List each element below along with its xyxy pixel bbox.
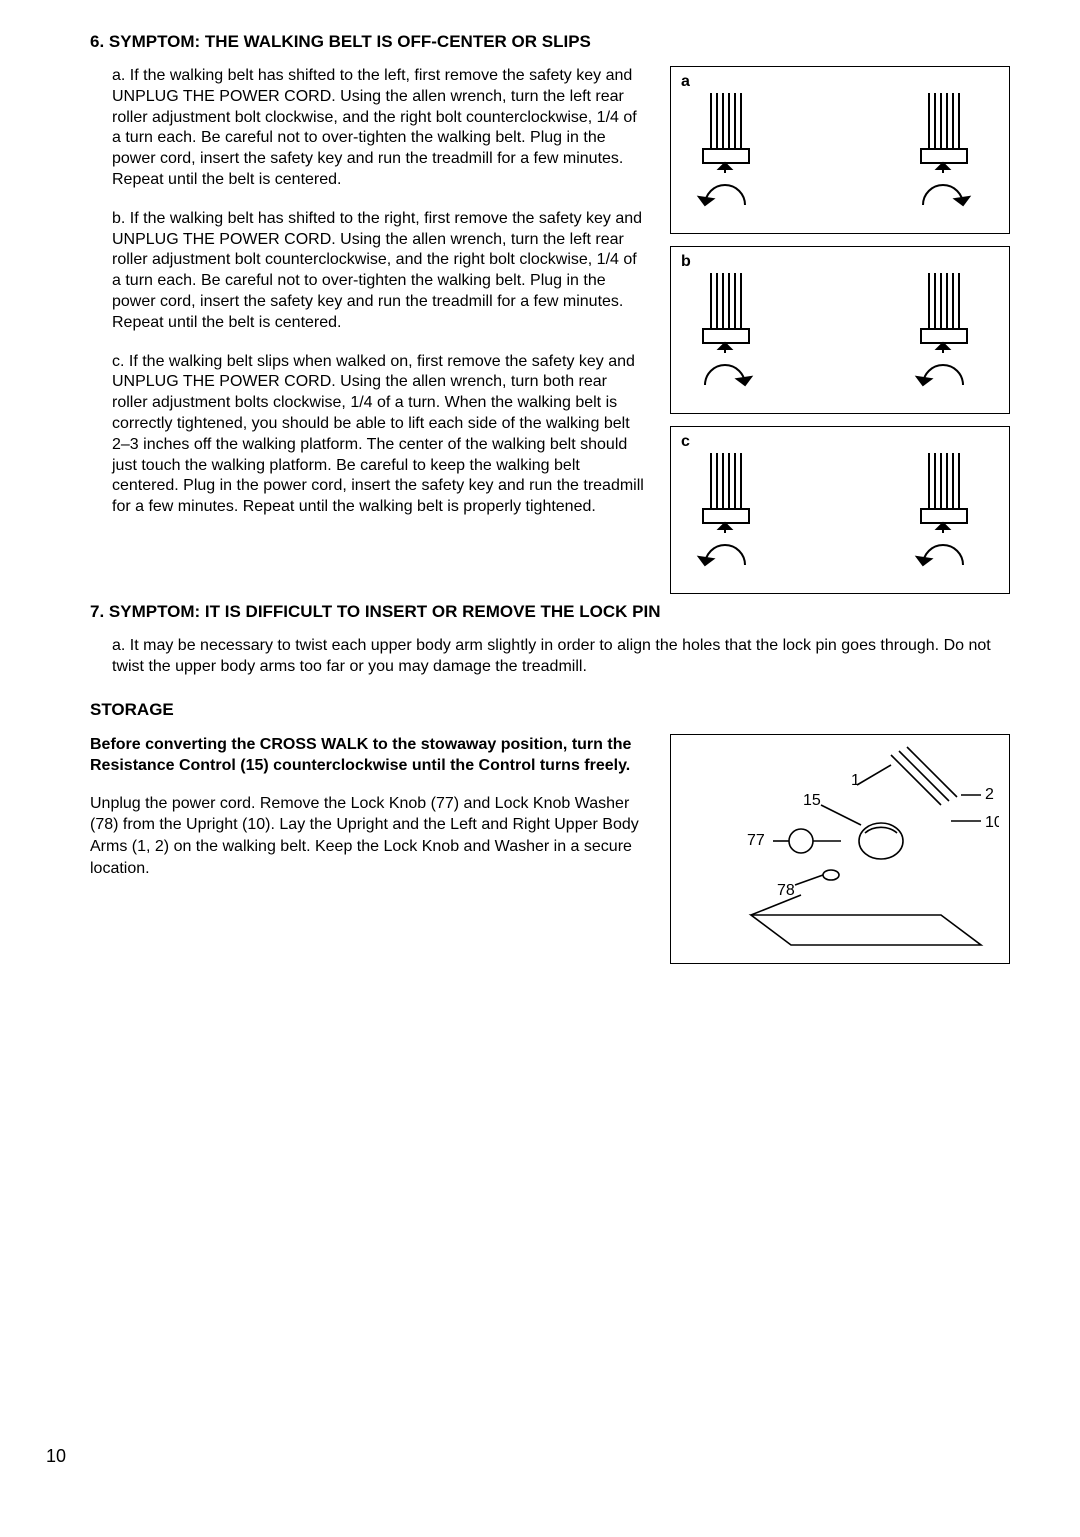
figure-a-label: a (681, 73, 999, 91)
storage-p2: Unplug the power cord. Remove the Lock K… (90, 793, 640, 879)
storage-p1: Before converting the CROSS WALK to the … (90, 734, 640, 777)
figure-c-box: c (670, 426, 1010, 594)
section-6-figures: a (670, 66, 1010, 594)
callout-10: 10 (985, 814, 999, 831)
figure-c-right-diagram (859, 453, 999, 583)
section-6-text: a. If the walking belt has shifted to th… (90, 66, 646, 536)
figure-c-left-diagram (681, 453, 821, 583)
callout-77: 77 (747, 832, 765, 849)
section-6a-text: a. If the walking belt has shifted to th… (112, 66, 646, 191)
storage-figure-box: 1 2 10 15 77 78 (670, 734, 1010, 964)
page-number: 10 (46, 1446, 66, 1467)
storage-block: Before converting the CROSS WALK to the … (90, 734, 1010, 964)
figure-b-left-diagram (681, 273, 821, 403)
callout-78: 78 (777, 882, 795, 899)
section-6b-text: b. If the walking belt has shifted to th… (112, 209, 646, 334)
section-7-heading: 7. SYMPTOM: IT IS DIFFICULT TO INSERT OR… (90, 602, 1010, 622)
figure-b-right-diagram (859, 273, 999, 403)
figure-a-left-diagram (681, 93, 821, 223)
figure-a-right-diagram (859, 93, 999, 223)
manual-page: 6. SYMPTOM: THE WALKING BELT IS OFF-CENT… (0, 0, 1080, 1537)
section-6-heading: 6. SYMPTOM: THE WALKING BELT IS OFF-CENT… (90, 32, 1010, 52)
figure-a-box: a (670, 66, 1010, 234)
figure-c-label: c (681, 433, 999, 451)
section-6c-text: c. If the walking belt slips when walked… (112, 352, 646, 518)
callout-1: 1 (851, 772, 860, 789)
section-6-body: a. If the walking belt has shifted to th… (90, 66, 1010, 594)
callout-2: 2 (985, 786, 994, 803)
callout-15: 15 (803, 792, 821, 809)
storage-diagram: 1 2 10 15 77 78 (681, 745, 999, 953)
storage-text-column: Before converting the CROSS WALK to the … (90, 734, 640, 896)
section-7a-text: a. It may be necessary to twist each upp… (112, 636, 1010, 678)
storage-heading: STORAGE (90, 700, 1010, 720)
figure-b-label: b (681, 253, 999, 271)
figure-b-box: b (670, 246, 1010, 414)
